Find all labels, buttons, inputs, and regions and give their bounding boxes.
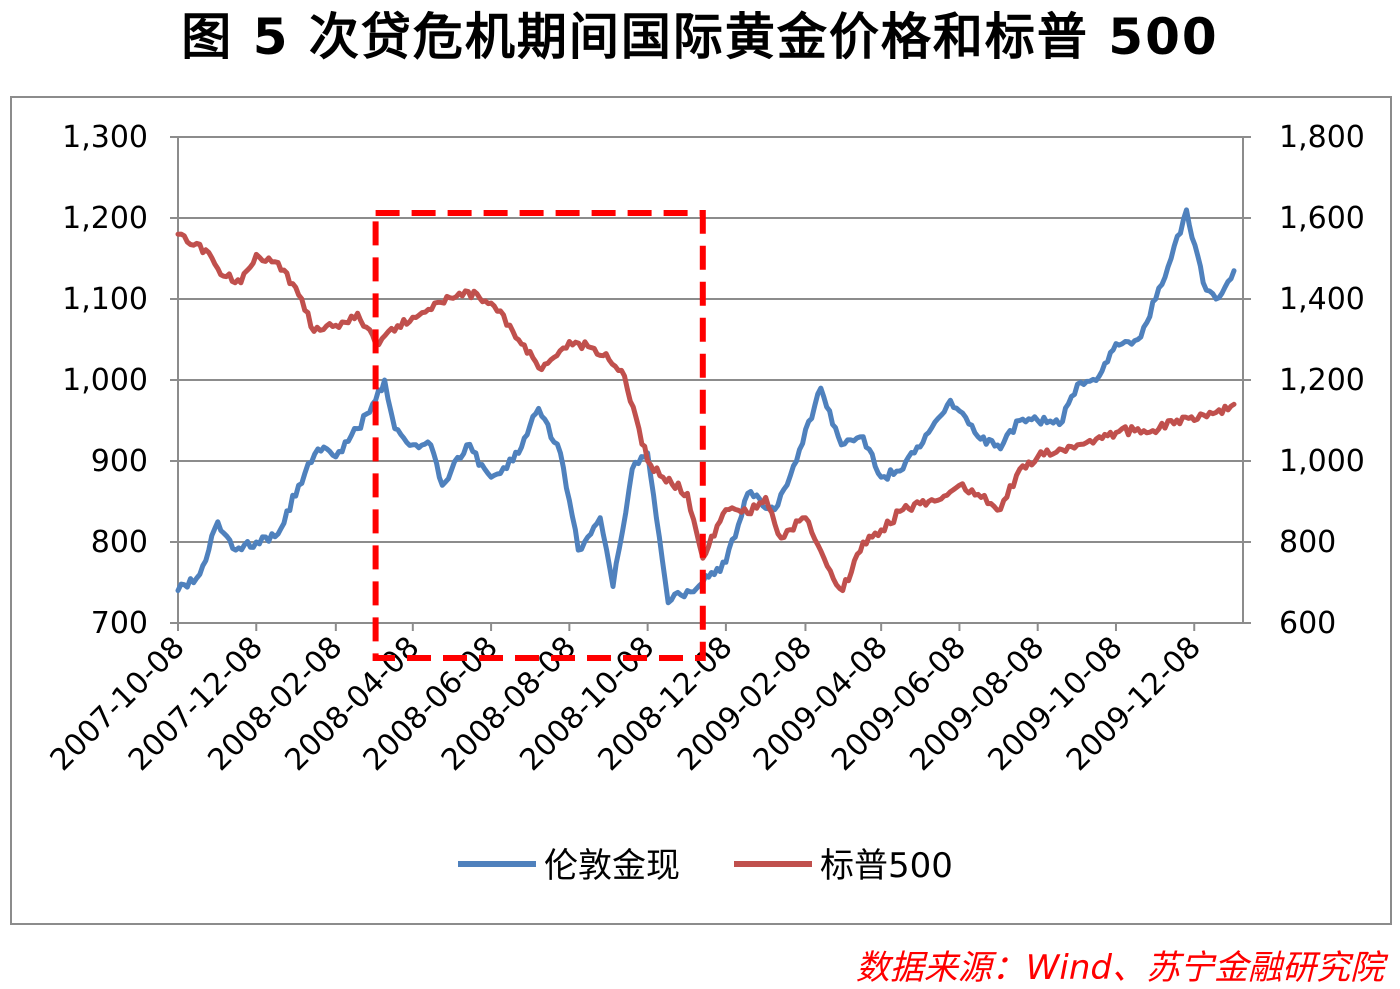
left-tick-label: 1,000 bbox=[62, 363, 148, 398]
x-tick-label: 2007-10-08 bbox=[44, 630, 192, 778]
legend-label-1: 伦敦金现 bbox=[544, 846, 680, 886]
right-tick-label: 600 bbox=[1279, 606, 1336, 641]
right-tick-label: 1,000 bbox=[1279, 444, 1365, 479]
series-layer bbox=[175, 207, 1237, 606]
chart-title: 图 5 次贷危机期间国际黄金价格和标普 500 bbox=[181, 8, 1219, 66]
left-axis: 700 800 900 1,000 1,100 1,200 1,300 bbox=[62, 120, 179, 641]
highlight-layer bbox=[372, 210, 706, 661]
highlight-box bbox=[372, 210, 706, 661]
x-axis: 2007-10-082007-12-082008-02-082008-04-08… bbox=[44, 622, 1243, 778]
left-tick-label: 900 bbox=[91, 444, 148, 479]
series-line-1 bbox=[175, 207, 1237, 606]
x-tick-label: 2008-04-08 bbox=[278, 630, 426, 778]
data-source-note: 数据来源：Wind、苏宁金融研究院 bbox=[855, 948, 1384, 988]
left-tick-label: 1,200 bbox=[62, 201, 148, 236]
legend: 伦敦金现 标普500 bbox=[458, 846, 953, 886]
right-tick-label: 1,400 bbox=[1279, 282, 1365, 317]
right-tick-label: 1,200 bbox=[1279, 363, 1365, 398]
left-tick-label: 1,100 bbox=[62, 282, 148, 317]
right-tick-label: 1,600 bbox=[1279, 201, 1365, 236]
right-tick-label: 1,800 bbox=[1279, 120, 1365, 155]
right-axis: 600 800 1,000 1,200 1,400 1,600 1,800 bbox=[1242, 120, 1365, 641]
series-line-2 bbox=[175, 231, 1237, 594]
grid-lines bbox=[178, 136, 1243, 624]
left-tick-label: 700 bbox=[91, 606, 148, 641]
left-tick-label: 1,300 bbox=[62, 120, 148, 155]
left-tick-label: 800 bbox=[91, 525, 148, 560]
legend-label-2: 标普500 bbox=[820, 846, 953, 886]
chart-frame bbox=[10, 96, 1392, 925]
right-tick-label: 800 bbox=[1279, 525, 1336, 560]
